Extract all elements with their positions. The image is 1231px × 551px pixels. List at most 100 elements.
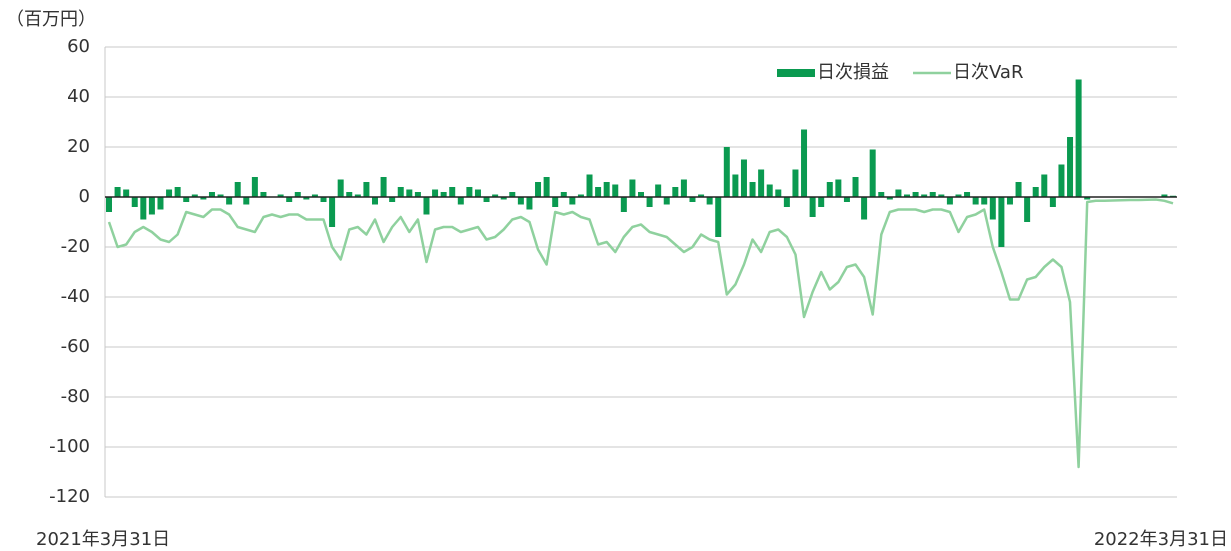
- bar: [801, 129, 808, 197]
- bar: [835, 179, 842, 197]
- bar: [1084, 197, 1091, 200]
- bar: [166, 189, 173, 197]
- bar: [251, 177, 258, 197]
- bar: [869, 149, 876, 197]
- bar: [423, 197, 430, 215]
- y-tick-label: -120: [49, 486, 90, 507]
- bar: [740, 159, 747, 197]
- bar: [912, 192, 919, 197]
- bar: [612, 184, 619, 197]
- bar: [629, 179, 636, 197]
- bar: [620, 197, 627, 212]
- x-tick-label: 2022年3月31日: [1094, 529, 1228, 550]
- bar: [852, 177, 859, 197]
- bar: [783, 197, 790, 207]
- bar: [989, 197, 996, 220]
- y-tick-label: -40: [61, 286, 90, 307]
- line: [107, 198, 1174, 469]
- legend-label: 日次VaR: [953, 62, 1023, 83]
- bar: [114, 187, 121, 197]
- bar: [148, 197, 155, 215]
- y-tick-label: -20: [61, 236, 90, 257]
- bar: [646, 197, 653, 207]
- bar: [706, 197, 713, 205]
- bar: [526, 197, 533, 210]
- bar: [981, 197, 988, 205]
- bar: [861, 197, 868, 220]
- bar: [320, 197, 327, 202]
- bar: [492, 194, 499, 197]
- bar: [294, 192, 301, 197]
- bar: [955, 194, 962, 197]
- bar: [277, 194, 284, 197]
- bar: [1024, 197, 1031, 222]
- bar: [938, 194, 945, 197]
- bar: [517, 197, 524, 205]
- bar: [457, 197, 464, 205]
- y-axis-label: （百万円）: [6, 9, 96, 30]
- bar: [131, 197, 138, 207]
- bar: [483, 197, 490, 202]
- bar: [921, 194, 928, 197]
- bar: [878, 192, 885, 197]
- bar: [183, 197, 190, 202]
- bar: [809, 197, 816, 217]
- bar: [329, 197, 336, 227]
- bar: [260, 192, 267, 197]
- bar: [715, 197, 722, 237]
- bar: [303, 197, 310, 200]
- bar: [226, 197, 233, 205]
- bar: [432, 189, 439, 197]
- bar: [758, 169, 765, 197]
- bar: [354, 194, 361, 197]
- bar: [1032, 187, 1039, 197]
- bar: [655, 184, 662, 197]
- bar: [1015, 182, 1022, 197]
- bar: [723, 147, 730, 197]
- bar: [749, 182, 756, 197]
- bar: [500, 197, 507, 200]
- x-tick-label: 2021年3月31日: [36, 529, 170, 550]
- bar: [895, 189, 902, 197]
- bar: [569, 197, 576, 205]
- bar: [535, 182, 542, 197]
- y-tick-label: -60: [61, 336, 90, 357]
- bar: [946, 197, 953, 205]
- bar: [1067, 137, 1074, 197]
- bar: [474, 189, 481, 197]
- bar: [286, 197, 293, 202]
- bar: [509, 192, 516, 197]
- bar: [200, 197, 207, 200]
- bar: [843, 197, 850, 202]
- bar: [234, 182, 241, 197]
- bar: [174, 187, 181, 197]
- bar: [243, 197, 250, 205]
- bar: [346, 192, 353, 197]
- bar: [766, 184, 773, 197]
- bar: [380, 177, 387, 197]
- bar: [775, 189, 782, 197]
- y-tick-label: 40: [67, 86, 90, 107]
- y-tick-label: 20: [67, 136, 90, 157]
- bar: [1006, 197, 1013, 205]
- bar: [449, 187, 456, 197]
- bar: [672, 187, 679, 197]
- y-tick-label: 60: [67, 36, 90, 57]
- bar: [698, 194, 705, 197]
- bar: [792, 169, 799, 197]
- bar: [680, 179, 687, 197]
- bar: [732, 174, 739, 197]
- bar: [1161, 194, 1168, 197]
- bar: [337, 179, 344, 197]
- bar: [208, 192, 215, 197]
- y-tick-label: -100: [49, 436, 90, 457]
- bar: [638, 192, 644, 197]
- legend-label: 日次損益: [817, 62, 889, 83]
- bar: [363, 182, 370, 197]
- bar: [964, 192, 971, 197]
- bar: [372, 197, 378, 205]
- bar: [552, 197, 559, 207]
- bar: [886, 197, 893, 200]
- y-tick-label: -80: [61, 386, 90, 407]
